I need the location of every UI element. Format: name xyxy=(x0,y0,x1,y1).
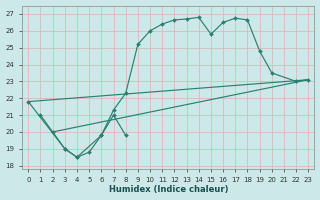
X-axis label: Humidex (Indice chaleur): Humidex (Indice chaleur) xyxy=(108,185,228,194)
